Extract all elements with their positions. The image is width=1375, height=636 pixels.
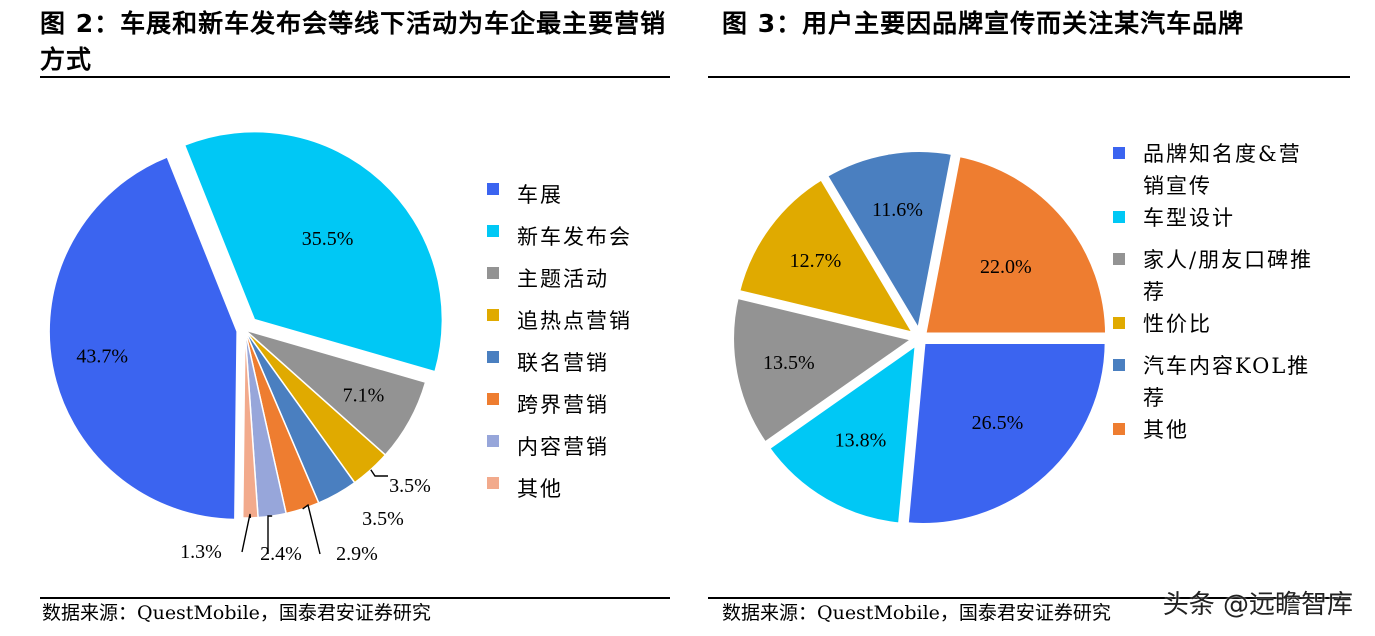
legend-swatch-3 bbox=[1113, 253, 1125, 265]
legend-item-4: 追热点营销 bbox=[487, 300, 677, 342]
pie-slice-1 bbox=[902, 337, 1111, 529]
pie-slice-2 bbox=[762, 335, 922, 529]
leader-line-6 bbox=[302, 503, 321, 555]
pie-slice-1 bbox=[48, 155, 238, 521]
figure-3-source: 数据来源：QuestMobile，国泰君安证券研究 bbox=[722, 602, 1111, 624]
legend-item-5: 联名营销 bbox=[487, 342, 677, 384]
figure-2-bottom-rule bbox=[40, 597, 670, 599]
legend-item-2: 车型设计 bbox=[1113, 202, 1318, 234]
legend-swatch-5 bbox=[1113, 359, 1125, 371]
legend-item-3: 主题活动 bbox=[487, 258, 677, 300]
slice-label-6: 22.0% bbox=[980, 256, 1032, 278]
figure-2-pie-chart: 43.7% 35.5% 7.1% 3.5% 3.5% 2.9% 2.4% 1.3% bbox=[48, 130, 444, 565]
legend-label-1: 品牌知名度&营销宣传 bbox=[1143, 142, 1302, 198]
legend-label-8: 其他 bbox=[517, 477, 563, 501]
pie-slice-3 bbox=[728, 291, 924, 450]
legend-item-8: 其他 bbox=[487, 468, 677, 510]
pie-slice-8 bbox=[241, 329, 259, 519]
legend-label-6: 其他 bbox=[1143, 418, 1189, 442]
legend-label-5: 汽车内容KOL推荐 bbox=[1143, 354, 1311, 410]
legend-swatch-8 bbox=[487, 477, 499, 489]
figure-2-title: 图 2：车展和新车发布会等线下活动为车企最主要营销方式 bbox=[40, 9, 667, 74]
legend-swatch-7 bbox=[487, 435, 499, 447]
slice-label-3: 7.1% bbox=[343, 384, 385, 406]
slice-label-8: 1.3% bbox=[180, 541, 222, 563]
legend-label-6: 跨界营销 bbox=[517, 393, 609, 417]
legend-item-6: 跨界营销 bbox=[487, 384, 677, 426]
slice-label-2: 35.5% bbox=[302, 228, 354, 250]
legend-swatch-5 bbox=[487, 351, 499, 363]
leader-line-8 bbox=[241, 513, 252, 553]
figure-3-legend: 品牌知名度&营销宣传车型设计家人/朋友口碑推荐性价比汽车内容KOL推荐其他 bbox=[1113, 138, 1318, 446]
pie-slice-4 bbox=[733, 172, 924, 341]
legend-label-4: 性价比 bbox=[1143, 312, 1212, 336]
figure-3-pie-chart: 26.5% 13.8% 13.5% 12.7% 11.6% 22.0% bbox=[728, 146, 1112, 529]
slice-label-5: 3.5% bbox=[362, 508, 404, 530]
slice-label-6: 2.9% bbox=[336, 543, 378, 565]
legend-label-4: 追热点营销 bbox=[517, 309, 632, 333]
legend-label-5: 联名营销 bbox=[517, 351, 609, 375]
legend-label-7: 内容营销 bbox=[517, 435, 609, 459]
slice-label-5: 11.6% bbox=[872, 199, 923, 221]
slice-label-3: 13.5% bbox=[763, 352, 815, 374]
legend-swatch-2 bbox=[1113, 211, 1125, 223]
leader-line-7 bbox=[267, 515, 273, 554]
pie-slice-2 bbox=[183, 130, 444, 373]
figure-3-panel: 图 3：用户主要因品牌宣传而关注某汽车品牌 26.5% 13.8% 13.5% 12.… bbox=[700, 0, 1375, 636]
pie-slice-6 bbox=[919, 150, 1112, 339]
legend-swatch-6 bbox=[487, 393, 499, 405]
legend-item-3: 家人/朋友口碑推荐 bbox=[1113, 244, 1318, 308]
legend-swatch-6 bbox=[1113, 423, 1125, 435]
legend-swatch-2 bbox=[487, 225, 499, 237]
figure-2-top-rule bbox=[40, 76, 670, 78]
slice-label-4: 12.7% bbox=[790, 250, 842, 272]
legend-swatch-1 bbox=[1113, 147, 1125, 159]
pie-slice-5 bbox=[820, 146, 958, 343]
legend-item-4: 性价比 bbox=[1113, 308, 1318, 340]
slice-label-1: 43.7% bbox=[76, 346, 128, 368]
legend-item-6: 其他 bbox=[1113, 414, 1318, 446]
leader-line-4 bbox=[370, 469, 388, 477]
legend-swatch-4 bbox=[1113, 317, 1125, 329]
slice-label-4: 3.5% bbox=[389, 475, 431, 497]
figure-2-panel: 图 2：车展和新车发布会等线下活动为车企最主要营销方式 43.7% 35.5% 7.… bbox=[40, 9, 677, 624]
legend-label-3: 主题活动 bbox=[517, 267, 609, 291]
legend-item-2: 新车发布会 bbox=[487, 216, 677, 258]
figure-3-title: 图 3：用户主要因品牌宣传而关注某汽车品牌 bbox=[722, 9, 1245, 38]
legend-swatch-1 bbox=[487, 183, 499, 195]
legend-item-5: 汽车内容KOL推荐 bbox=[1113, 350, 1318, 414]
legend-item-1: 品牌知名度&营销宣传 bbox=[1113, 138, 1318, 202]
legend-label-2: 车型设计 bbox=[1143, 206, 1235, 230]
figure-3-top-rule bbox=[708, 76, 1350, 78]
legend-label-1: 车展 bbox=[517, 183, 563, 207]
slice-label-1: 26.5% bbox=[972, 412, 1024, 434]
legend-swatch-3 bbox=[487, 267, 499, 279]
legend-swatch-4 bbox=[487, 309, 499, 321]
figure-3-bottom-rule bbox=[708, 597, 1350, 599]
legend-label-2: 新车发布会 bbox=[517, 225, 632, 249]
figure-2-source: 数据来源：QuestMobile，国泰君安证券研究 bbox=[42, 602, 431, 624]
watermark-text: 头条 @远瞻智库 bbox=[1162, 590, 1353, 620]
legend-item-7: 内容营销 bbox=[487, 426, 677, 468]
slice-label-2: 13.8% bbox=[835, 430, 887, 452]
legend-item-1: 车展 bbox=[487, 174, 677, 216]
figure-2-legend: 车展新车发布会主题活动追热点营销联名营销跨界营销内容营销其他 bbox=[487, 174, 677, 510]
legend-label-3: 家人/朋友口碑推荐 bbox=[1143, 248, 1314, 304]
slice-label-7: 2.4% bbox=[260, 543, 302, 565]
